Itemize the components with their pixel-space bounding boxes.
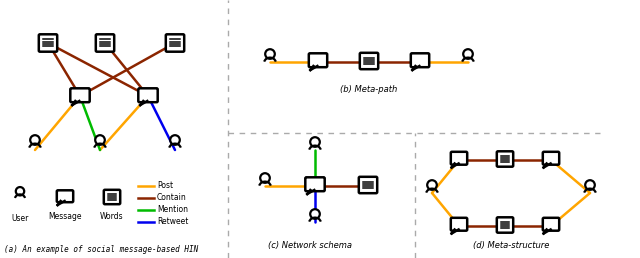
Circle shape xyxy=(95,135,105,145)
FancyBboxPatch shape xyxy=(166,34,184,52)
Circle shape xyxy=(30,135,40,145)
Polygon shape xyxy=(412,66,419,70)
FancyBboxPatch shape xyxy=(70,88,90,102)
Text: User: User xyxy=(12,214,29,223)
Circle shape xyxy=(428,180,437,190)
FancyBboxPatch shape xyxy=(411,53,429,67)
FancyBboxPatch shape xyxy=(451,152,467,165)
Text: (a) An example of social message-based HIN: (a) An example of social message-based H… xyxy=(4,245,198,254)
FancyBboxPatch shape xyxy=(309,53,327,67)
Polygon shape xyxy=(452,230,459,233)
Polygon shape xyxy=(543,230,550,233)
FancyBboxPatch shape xyxy=(360,53,378,69)
Text: (c) Network schema: (c) Network schema xyxy=(268,241,352,250)
FancyBboxPatch shape xyxy=(543,218,559,231)
Polygon shape xyxy=(452,164,459,167)
Polygon shape xyxy=(307,190,314,194)
Circle shape xyxy=(585,180,595,190)
Circle shape xyxy=(170,135,180,145)
Circle shape xyxy=(463,49,473,59)
Circle shape xyxy=(310,209,320,219)
Text: Words: Words xyxy=(100,212,124,221)
Circle shape xyxy=(310,137,320,147)
Text: Post: Post xyxy=(157,181,173,190)
Circle shape xyxy=(16,187,24,196)
FancyBboxPatch shape xyxy=(451,218,467,231)
FancyBboxPatch shape xyxy=(138,88,157,102)
FancyBboxPatch shape xyxy=(543,152,559,165)
FancyBboxPatch shape xyxy=(359,177,377,193)
Text: Contain: Contain xyxy=(157,194,187,203)
Text: (b) Meta-path: (b) Meta-path xyxy=(340,85,397,94)
FancyBboxPatch shape xyxy=(39,34,57,52)
FancyBboxPatch shape xyxy=(497,151,513,167)
FancyBboxPatch shape xyxy=(305,177,324,191)
FancyBboxPatch shape xyxy=(104,190,120,204)
Text: Retweet: Retweet xyxy=(157,217,188,227)
Polygon shape xyxy=(310,66,317,70)
Text: Message: Message xyxy=(48,212,82,221)
Text: (d) Meta-structure: (d) Meta-structure xyxy=(473,241,549,250)
Polygon shape xyxy=(543,164,550,167)
Circle shape xyxy=(260,173,270,183)
FancyBboxPatch shape xyxy=(497,217,513,233)
Polygon shape xyxy=(58,201,65,205)
Text: Mention: Mention xyxy=(157,206,188,214)
Polygon shape xyxy=(72,101,79,105)
Polygon shape xyxy=(140,101,147,105)
FancyBboxPatch shape xyxy=(57,190,73,202)
FancyBboxPatch shape xyxy=(96,34,114,52)
Circle shape xyxy=(265,49,275,59)
